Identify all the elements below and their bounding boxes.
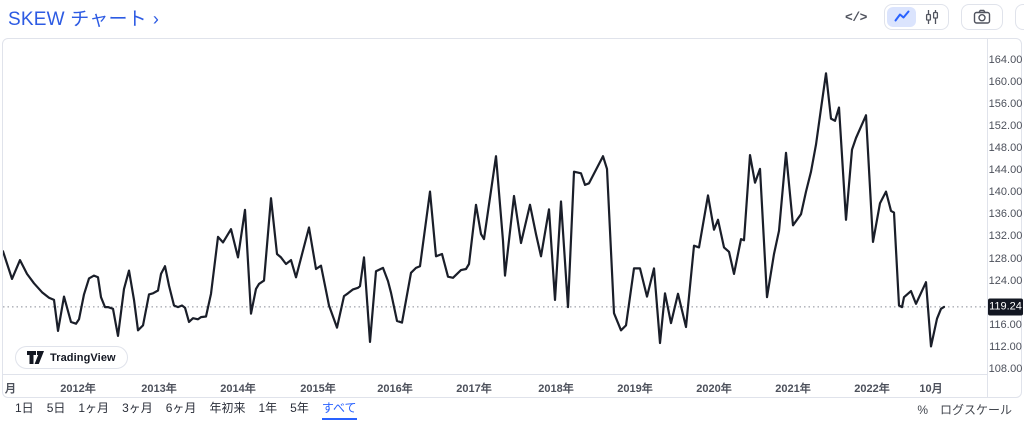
y-axis-tick: 112.00 [988, 341, 1023, 353]
range-tab-3ヶ月[interactable]: 3ヶ月 [122, 399, 153, 420]
tradingview-logo-icon [27, 351, 44, 364]
range-tab-1年[interactable]: 1年 [258, 399, 277, 420]
x-axis-label: 月 [5, 380, 16, 396]
line-chart-icon [893, 8, 911, 26]
x-axis-label: 2018年 [538, 380, 573, 396]
x-axis-label: 10月 [919, 380, 942, 396]
x-axis-label: 2020年 [696, 380, 731, 396]
x-axis-label: 2012年 [60, 380, 95, 396]
chevron-right-icon: › [153, 9, 159, 29]
x-axis-label: 2016年 [377, 380, 412, 396]
y-axis-tick: 128.00 [988, 253, 1023, 265]
page-title[interactable]: SKEW チャート › [8, 4, 159, 31]
widget-header: SKEW チャート › </> [0, 0, 1024, 38]
title-text: SKEW チャート [8, 9, 147, 30]
log-scale-toggle[interactable]: ログスケール [940, 401, 1012, 418]
y-axis-tick: 160.00 [988, 76, 1023, 88]
time-axis[interactable]: 月 2012年 2013年 2014年 2015年 2016年 2017年 2018年 2019… [3, 374, 987, 398]
x-axis-label: 2019年 [617, 380, 652, 396]
range-tab-1ヶ月[interactable]: 1ヶ月 [78, 399, 109, 420]
embed-code-button[interactable]: </> [840, 4, 872, 30]
x-axis-label: 2022年 [854, 380, 889, 396]
fullscreen-button[interactable] [1015, 4, 1024, 30]
range-tab-1日[interactable]: 1日 [15, 399, 34, 420]
x-axis-label: 2014年 [220, 380, 255, 396]
y-axis-tick: 116.00 [988, 319, 1023, 331]
y-axis-tick: 124.00 [988, 275, 1023, 287]
candlestick-style-button[interactable] [917, 7, 946, 27]
range-tab-6ヶ月[interactable]: 6ヶ月 [166, 399, 197, 420]
header-toolbar: </> [840, 4, 1024, 30]
chart-widget: TradingView 月 2012年 2013年 2014年 2015年 2016年 20… [2, 38, 1022, 398]
x-axis-label: 2017年 [456, 380, 491, 396]
y-axis-tick: 140.00 [988, 186, 1023, 198]
camera-icon [972, 7, 992, 27]
x-axis-label: 2015年 [300, 380, 335, 396]
price-scale[interactable]: 164.00 160.00 156.00 152.00 148.00 144.00 140.… [987, 39, 1022, 397]
y-axis-tick: 132.00 [988, 230, 1023, 242]
date-range-tabs: 1日 5日 1ヶ月 3ヶ月 6ヶ月年初来 1年 5年すべて [0, 399, 357, 420]
y-axis-tick: 152.00 [988, 120, 1023, 132]
price-line-series [3, 73, 944, 346]
chart-plot-area[interactable] [3, 39, 987, 374]
range-tab-5年[interactable]: 5年 [290, 399, 309, 420]
x-axis-label: 2021年 [775, 380, 810, 396]
tradingview-attribution[interactable]: TradingView [15, 346, 128, 369]
y-axis-tick: 108.00 [988, 363, 1023, 375]
chart-style-switch [884, 4, 949, 30]
range-tab-年初来[interactable]: 年初来 [209, 399, 245, 420]
scale-toggles: % ログスケール [917, 401, 1024, 418]
line-chart-style-button[interactable] [887, 7, 916, 27]
y-axis-tick: 148.00 [988, 142, 1023, 154]
percent-scale-toggle[interactable]: % [917, 403, 928, 417]
bottom-toolbar: 1日 5日 1ヶ月 3ヶ月 6ヶ月年初来 1年 5年すべて % ログスケール [0, 398, 1024, 421]
candlestick-icon [923, 8, 941, 26]
current-price-badge: 119.24 [988, 298, 1023, 315]
code-icon: </> [845, 10, 867, 25]
y-axis-tick: 156.00 [988, 98, 1023, 110]
snapshot-button[interactable] [961, 4, 1003, 30]
range-tab-5日[interactable]: 5日 [47, 399, 66, 420]
y-axis-tick: 144.00 [988, 164, 1023, 176]
range-tab-すべて[interactable]: すべて [322, 399, 357, 420]
y-axis-tick: 164.00 [988, 54, 1023, 66]
x-axis-label: 2013年 [141, 380, 176, 396]
tradingview-label: TradingView [50, 352, 116, 364]
y-axis-tick: 136.00 [988, 208, 1023, 220]
